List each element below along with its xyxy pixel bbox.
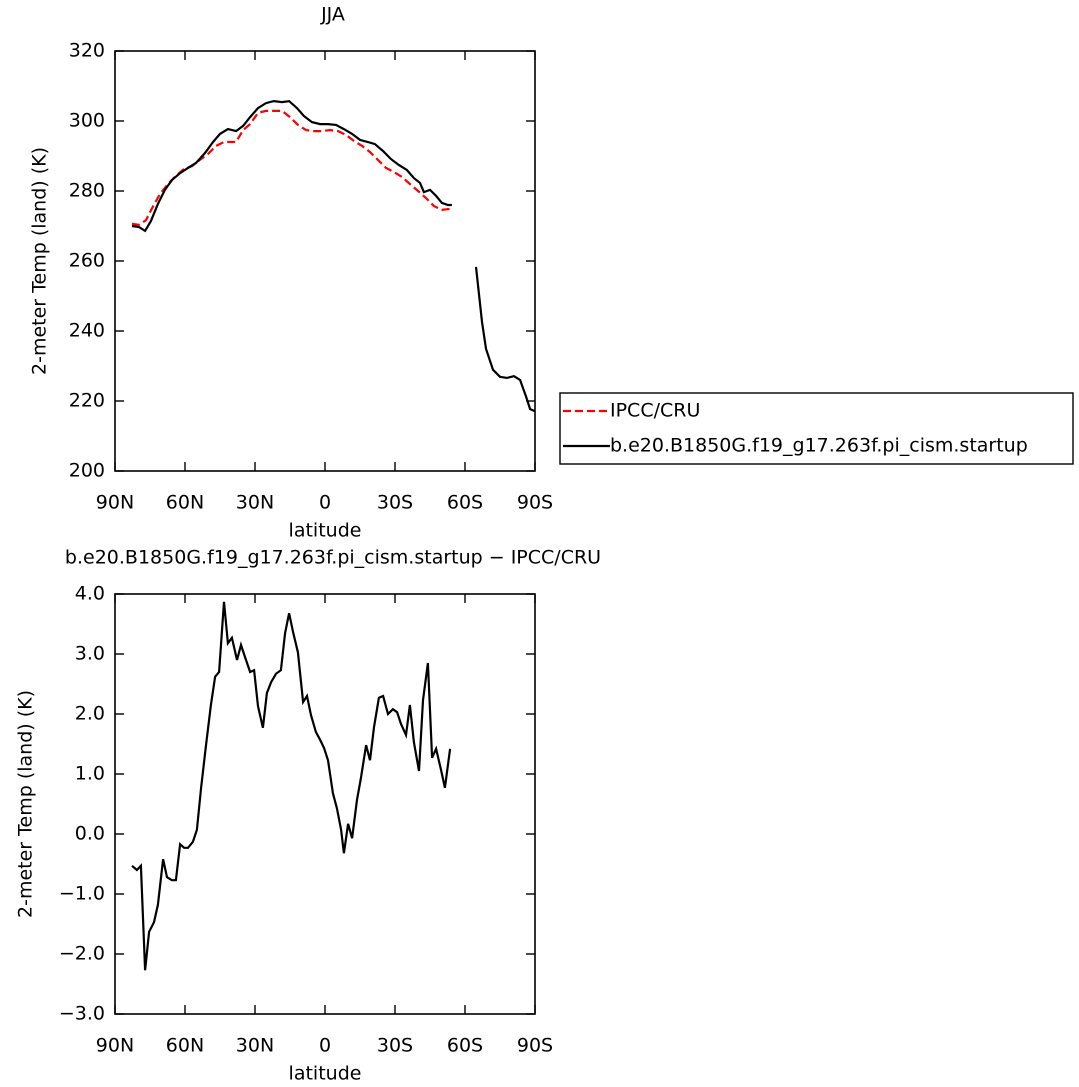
x-tick-label: 0 (319, 1035, 331, 1057)
x-tick-label: 60S (447, 1035, 483, 1057)
legend-box (559, 392, 1074, 465)
x-tick-label: 90S (517, 492, 553, 514)
y-tick-label: −1.0 (59, 883, 105, 905)
y-tick-label: 320 (69, 40, 105, 62)
y-tick-label: 200 (69, 460, 105, 482)
plot-frame (114, 593, 536, 1015)
y-tick-label: −3.0 (59, 1003, 105, 1025)
x-tick-label: 0 (319, 492, 331, 514)
y-tick-label: 240 (69, 320, 105, 342)
y-axis-label: 2-meter Temp (land) (K) (29, 147, 51, 375)
legend-label: b.e20.B1850G.f19_g17.263f.pi_cism.startu… (610, 435, 1028, 457)
y-tick-label: −2.0 (59, 943, 105, 965)
x-tick-label: 90N (96, 492, 134, 514)
y-tick-label: 0.0 (75, 823, 105, 845)
chart-title: b.e20.B1850G.f19_g17.263f.pi_cism.startu… (65, 547, 601, 569)
data-line (131, 99, 536, 413)
data-line (131, 601, 452, 971)
plot-frame (114, 50, 536, 472)
x-tick-label: 30N (236, 492, 274, 514)
x-tick-label: 30S (377, 492, 413, 514)
y-tick-label: 3.0 (75, 643, 105, 665)
y-tick-label: 4.0 (75, 583, 105, 605)
y-tick-label: 1.0 (75, 763, 105, 785)
x-tick-label: 30N (236, 1035, 274, 1057)
x-tick-label: 90N (96, 1035, 134, 1057)
y-tick-label: 280 (69, 180, 105, 202)
y-tick-label: 220 (69, 390, 105, 412)
y-tick-label: 300 (69, 110, 105, 132)
x-axis-label: latitude (289, 520, 362, 542)
x-tick-label: 90S (517, 1035, 553, 1057)
x-tick-label: 60N (166, 1035, 204, 1057)
y-tick-label: 2.0 (75, 703, 105, 725)
chart-title: JJA (320, 4, 345, 26)
y-tick-label: 260 (69, 250, 105, 272)
y-axis-label: 2-meter Temp (land) (K) (15, 690, 37, 918)
legend-label: IPCC/CRU (610, 400, 700, 422)
x-tick-label: 30S (377, 1035, 413, 1057)
x-tick-label: 60S (447, 492, 483, 514)
x-tick-label: 60N (166, 492, 204, 514)
x-axis-label: latitude (289, 1063, 362, 1085)
